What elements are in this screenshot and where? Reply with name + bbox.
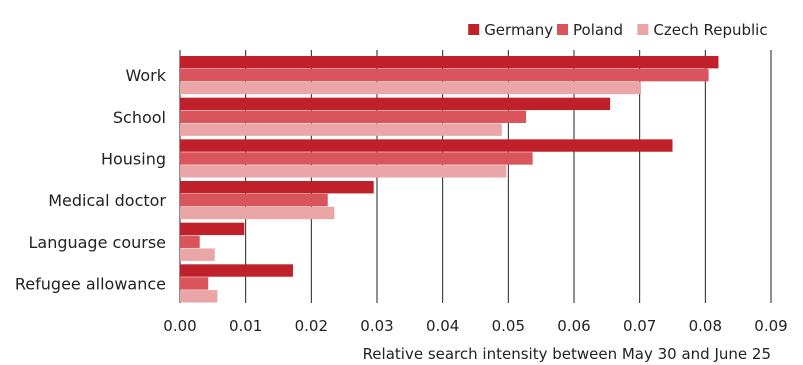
bar-work-poland	[180, 68, 709, 82]
category-label-work: Work	[125, 66, 166, 85]
bar-refugee-allowance-czech-republic	[180, 290, 218, 303]
x-tick-label: 0.06	[557, 317, 590, 335]
category-labels: Work School Housing Medical doctor Language …	[15, 66, 167, 293]
category-label-school: School	[113, 108, 166, 127]
bar-work-czech-republic	[180, 81, 641, 95]
legend-label-czech-republic: Czech Republic	[653, 21, 767, 39]
bar-housing-poland	[180, 152, 533, 165]
x-tick-labels: 0.00 0.01 0.02 0.03 0.04 0.05 0.06 0.07 0.08 0.09	[163, 317, 787, 335]
legend-swatch-poland	[557, 24, 568, 35]
category-label-medical-doctor: Medical doctor	[48, 191, 166, 210]
category-label-refugee-allowance: Refugee allowance	[15, 274, 166, 293]
bar-medical-doctor-poland	[180, 193, 328, 207]
bar-school-germany	[180, 97, 611, 111]
bar-housing-czech-republic	[180, 165, 507, 178]
x-tick-label: 0.00	[163, 317, 196, 335]
x-tick-label: 0.04	[426, 317, 459, 335]
bar-housing-germany	[180, 139, 673, 152]
bars	[180, 56, 719, 303]
category-label-housing: Housing	[101, 149, 166, 168]
legend-swatch-czech-republic	[637, 24, 649, 35]
bar-refugee-allowance-germany	[180, 264, 293, 277]
bar-school-czech-republic	[180, 123, 502, 136]
legend-swatch-germany	[468, 24, 480, 35]
bar-medical-doctor-czech-republic	[180, 206, 335, 220]
x-tick-label: 0.03	[360, 317, 393, 335]
bar-language-course-poland	[180, 235, 200, 248]
legend-label-germany: Germany	[484, 21, 553, 39]
bar-work-germany	[180, 56, 719, 69]
x-tick-label: 0.05	[492, 317, 525, 335]
x-tick-label: 0.08	[689, 317, 722, 335]
category-label-language-course: Language course	[28, 233, 166, 252]
bar-medical-doctor-germany	[180, 181, 374, 194]
x-tick-label: 0.09	[754, 317, 787, 335]
bar-language-course-germany	[180, 222, 245, 236]
x-tick-label: 0.01	[229, 317, 262, 335]
x-axis-label: Relative search intensity between May 30…	[363, 345, 771, 363]
x-tick-label: 0.07	[623, 317, 656, 335]
legend-label-poland: Poland	[573, 21, 623, 39]
bar-school-poland	[180, 110, 527, 123]
bar-refugee-allowance-poland	[180, 277, 209, 290]
x-tick-label: 0.02	[295, 317, 328, 335]
bar-language-course-czech-republic	[180, 248, 215, 261]
legend: Germany Poland Czech Republic	[468, 21, 768, 39]
